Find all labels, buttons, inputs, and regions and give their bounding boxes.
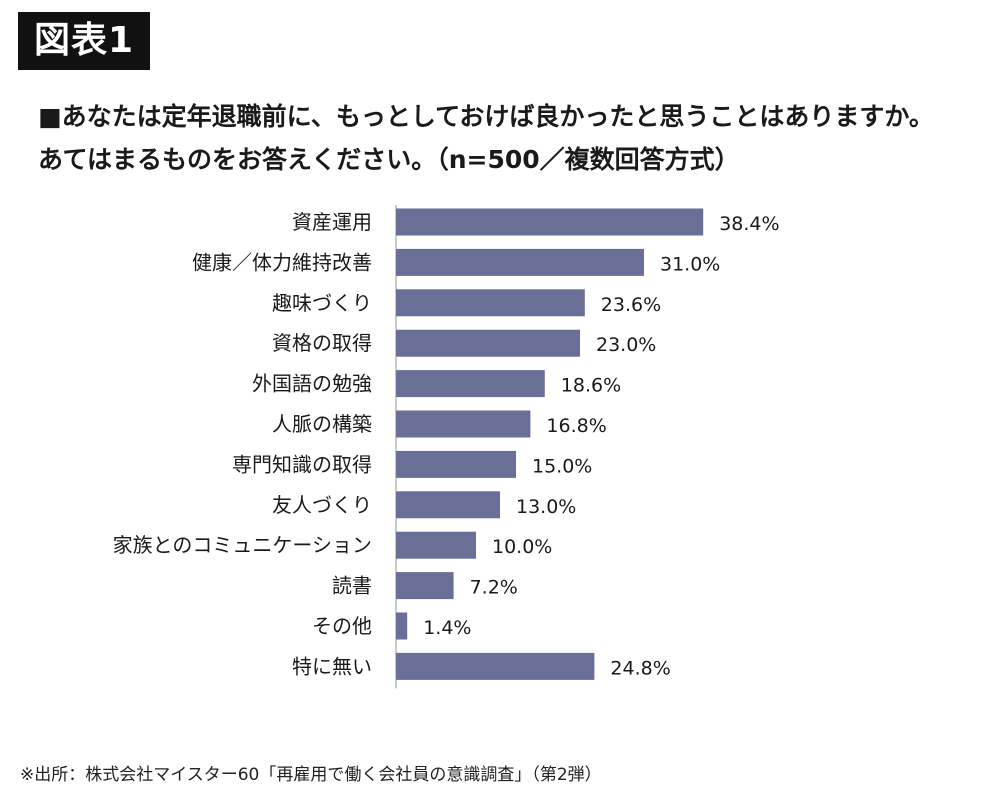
bar [396,652,595,680]
category-label: 読書 [332,574,372,598]
value-label: 7.2% [470,577,518,599]
category-label: 趣味づくり [272,291,372,315]
figure-tag: 図表1 [18,12,151,70]
value-label: 24.8% [610,657,670,679]
bar [396,410,531,438]
value-label: 15.0% [532,455,592,477]
bar [396,612,408,640]
value-label: 31.0% [660,253,720,275]
bar [396,491,500,519]
category-label: 外国語の勉強 [252,372,372,396]
chart-question-title: ■あなたは定年退職前に、もっとしておけば良かったと思うことはありますか。あてはま… [38,102,934,174]
category-label: 資産運用 [292,210,372,234]
category-label: 資格の取得 [272,331,372,355]
bar [396,531,476,559]
bar [396,572,454,600]
bar [396,248,644,276]
value-label: 13.0% [516,496,576,518]
value-label: 10.0% [492,536,552,558]
source-note: ※出所：株式会社マイスター60「再雇用で働く会社員の意識調査」（第2弾） [20,765,602,785]
category-label: 専門知識の取得 [232,452,372,476]
value-label: 23.0% [596,334,656,356]
value-label: 18.6% [561,375,621,397]
bar [396,289,585,317]
category-label: 人脈の構築 [272,412,372,436]
bar [396,208,704,236]
bar [396,370,545,398]
bar [396,450,516,478]
category-label: 家族とのコミュニケーション [113,533,372,557]
category-label: その他 [312,614,372,638]
value-label: 23.6% [601,294,661,316]
category-label: 友人づくり [272,493,372,517]
value-label: 38.4% [719,213,779,235]
category-label: 特に無い [292,654,372,678]
bar [396,329,580,357]
value-label: 1.4% [423,617,471,639]
value-label: 16.8% [546,415,606,437]
category-label: 健康／体力維持改善 [192,250,372,274]
